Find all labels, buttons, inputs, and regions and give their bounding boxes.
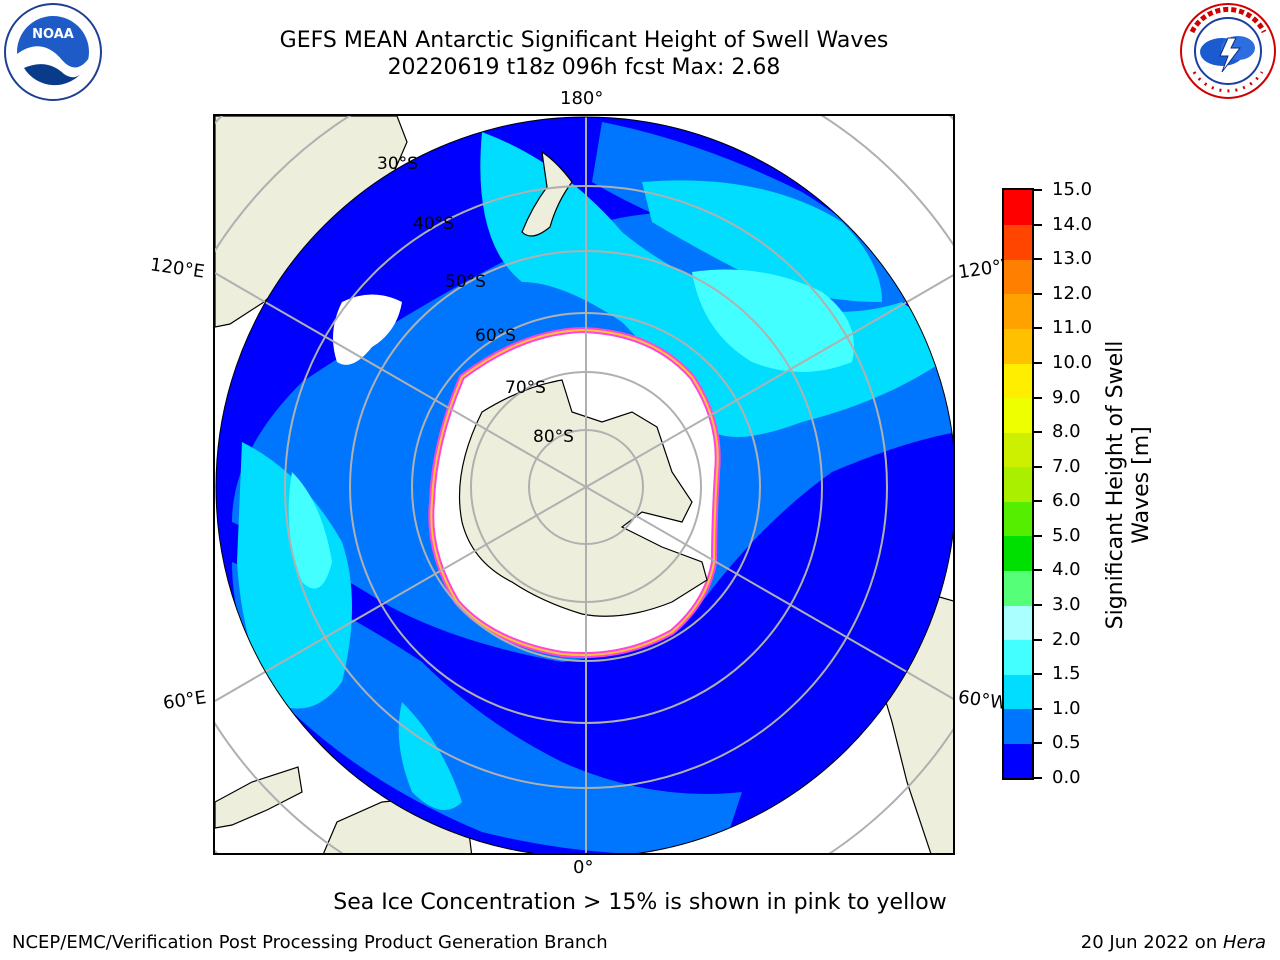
chart-title: GEFS MEAN Antarctic Significant Height o…: [279, 28, 889, 53]
colorbar-tick: [1034, 189, 1042, 191]
colorbar-tick-label: 2.0: [1052, 628, 1081, 650]
graticule: [216, 117, 953, 853]
colorbar-segment: [1004, 639, 1032, 675]
colorbar-segment: [1004, 397, 1032, 433]
ice-patch-white: [333, 294, 402, 365]
lat-label-60s: 60°S: [475, 326, 516, 346]
lon-label-180: 180°: [560, 88, 604, 109]
colorbar-tick: [1034, 223, 1042, 226]
land-africa: [215, 766, 303, 829]
colorbar-tick: [1034, 673, 1042, 676]
colorbar-segment: [1004, 466, 1032, 502]
polar-map: [215, 116, 953, 853]
colorbar-tick: [1034, 569, 1042, 572]
colorbar-tick-label: 7.0: [1052, 455, 1081, 477]
colorbar-tick-label: 1.0: [1052, 697, 1081, 719]
nws-logo-icon: [1180, 3, 1276, 99]
colorbar-tick: [1034, 396, 1042, 399]
colorbar-segment: [1004, 570, 1032, 606]
colorbar-segment: [1004, 190, 1032, 226]
colorbar-tick-label: 13.0: [1052, 248, 1093, 270]
lat-label-30s: 30°S: [377, 154, 418, 174]
noaa-logo-text: NOAA: [32, 27, 74, 42]
colorbar-segment: [1004, 535, 1032, 572]
colorbar-tick: [1034, 534, 1042, 537]
noaa-logo-icon: NOAA: [4, 3, 102, 101]
colorbar-segment: [1004, 362, 1032, 399]
colorbar-segment: [1004, 708, 1032, 744]
colorbar-tick-label: 10.0: [1052, 351, 1093, 373]
colorbar-title: Significant Height of Swell Waves [m]: [1103, 341, 1155, 630]
colorbar-segment: [1004, 605, 1032, 641]
chart-subtitle: 20220619 t18z 096h fcst Max: 2.68: [387, 55, 781, 80]
footer-host: Hera: [1222, 932, 1266, 953]
lat-label-50s: 50°S: [445, 272, 486, 292]
map-frame: 30°S 40°S 50°S 60°S 70°S 80°S: [213, 114, 955, 855]
colorbar-tick-label: 12.0: [1052, 282, 1093, 304]
colorbar-tick-label: 11.0: [1052, 317, 1093, 339]
lat-label-40s: 40°S: [413, 214, 454, 234]
colorbar-tick: [1034, 258, 1042, 261]
colorbar-tick: [1034, 361, 1042, 364]
lon-label-60e: 60°E: [161, 687, 208, 714]
colorbar-segment: [1004, 224, 1032, 260]
colorbar-tick: [1034, 292, 1042, 295]
colorbar-tick-label: 0.0: [1052, 767, 1081, 788]
colorbar-tick-label: 8.0: [1052, 421, 1081, 443]
colorbar-segment: [1004, 501, 1032, 537]
swell-field-lightcyan: [288, 269, 854, 589]
colorbar-tick-label: 5.0: [1052, 524, 1081, 546]
colorbar-tick: [1034, 707, 1042, 710]
footer-date: 20 Jun 2022 on Hera: [1081, 932, 1266, 953]
sea-ice-caption: Sea Ice Concentration > 15% is shown in …: [333, 890, 947, 915]
colorbar-title-text: Waves [m]: [1129, 426, 1154, 544]
colorbar-tick-label: 9.0: [1052, 386, 1081, 408]
lat-label-70s: 70°S: [505, 378, 546, 398]
colorbar-tick-label: 0.5: [1052, 732, 1081, 754]
colorbar-tick-label: 15.0: [1052, 179, 1093, 200]
colorbar-tick: [1034, 431, 1042, 434]
colorbar-tick-label: 14.0: [1052, 213, 1093, 235]
footer-date-text: 20 Jun 2022 on: [1080, 932, 1223, 953]
colorbar-title-text: Significant Height of Swell: [1103, 340, 1128, 630]
colorbar-tick-label: 3.0: [1052, 594, 1081, 616]
colorbar-segment: [1004, 743, 1032, 778]
colorbar-tick: [1034, 638, 1042, 641]
lon-label-120e: 120°E: [148, 254, 206, 283]
colorbar-tick: [1034, 742, 1042, 745]
colorbar-tick: [1034, 777, 1042, 779]
colorbar-tick: [1034, 327, 1042, 330]
land-antarctica: [458, 379, 708, 617]
colorbar-tick: [1034, 604, 1042, 607]
colorbar-title-line: Significant Height of Swell Waves [m]: [1103, 341, 1155, 630]
colorbar-tick-label: 1.5: [1052, 663, 1081, 685]
colorbar-tick-label: 6.0: [1052, 490, 1081, 512]
lon-label-0: 0°: [573, 857, 594, 878]
colorbar: [1002, 188, 1034, 780]
colorbar-segment: [1004, 328, 1032, 364]
land-new-zealand: [521, 150, 573, 237]
footer-credit: NCEP/EMC/Verification Post Processing Pr…: [12, 932, 608, 953]
colorbar-segment: [1004, 432, 1032, 468]
lat-label-80s: 80°S: [533, 427, 574, 447]
colorbar-tick: [1034, 500, 1042, 503]
colorbar-segment: [1004, 674, 1032, 710]
colorbar-segment: [1004, 293, 1032, 329]
colorbar-segment: [1004, 259, 1032, 295]
colorbar-tick: [1034, 465, 1042, 468]
colorbar-tick-label: 4.0: [1052, 559, 1081, 581]
